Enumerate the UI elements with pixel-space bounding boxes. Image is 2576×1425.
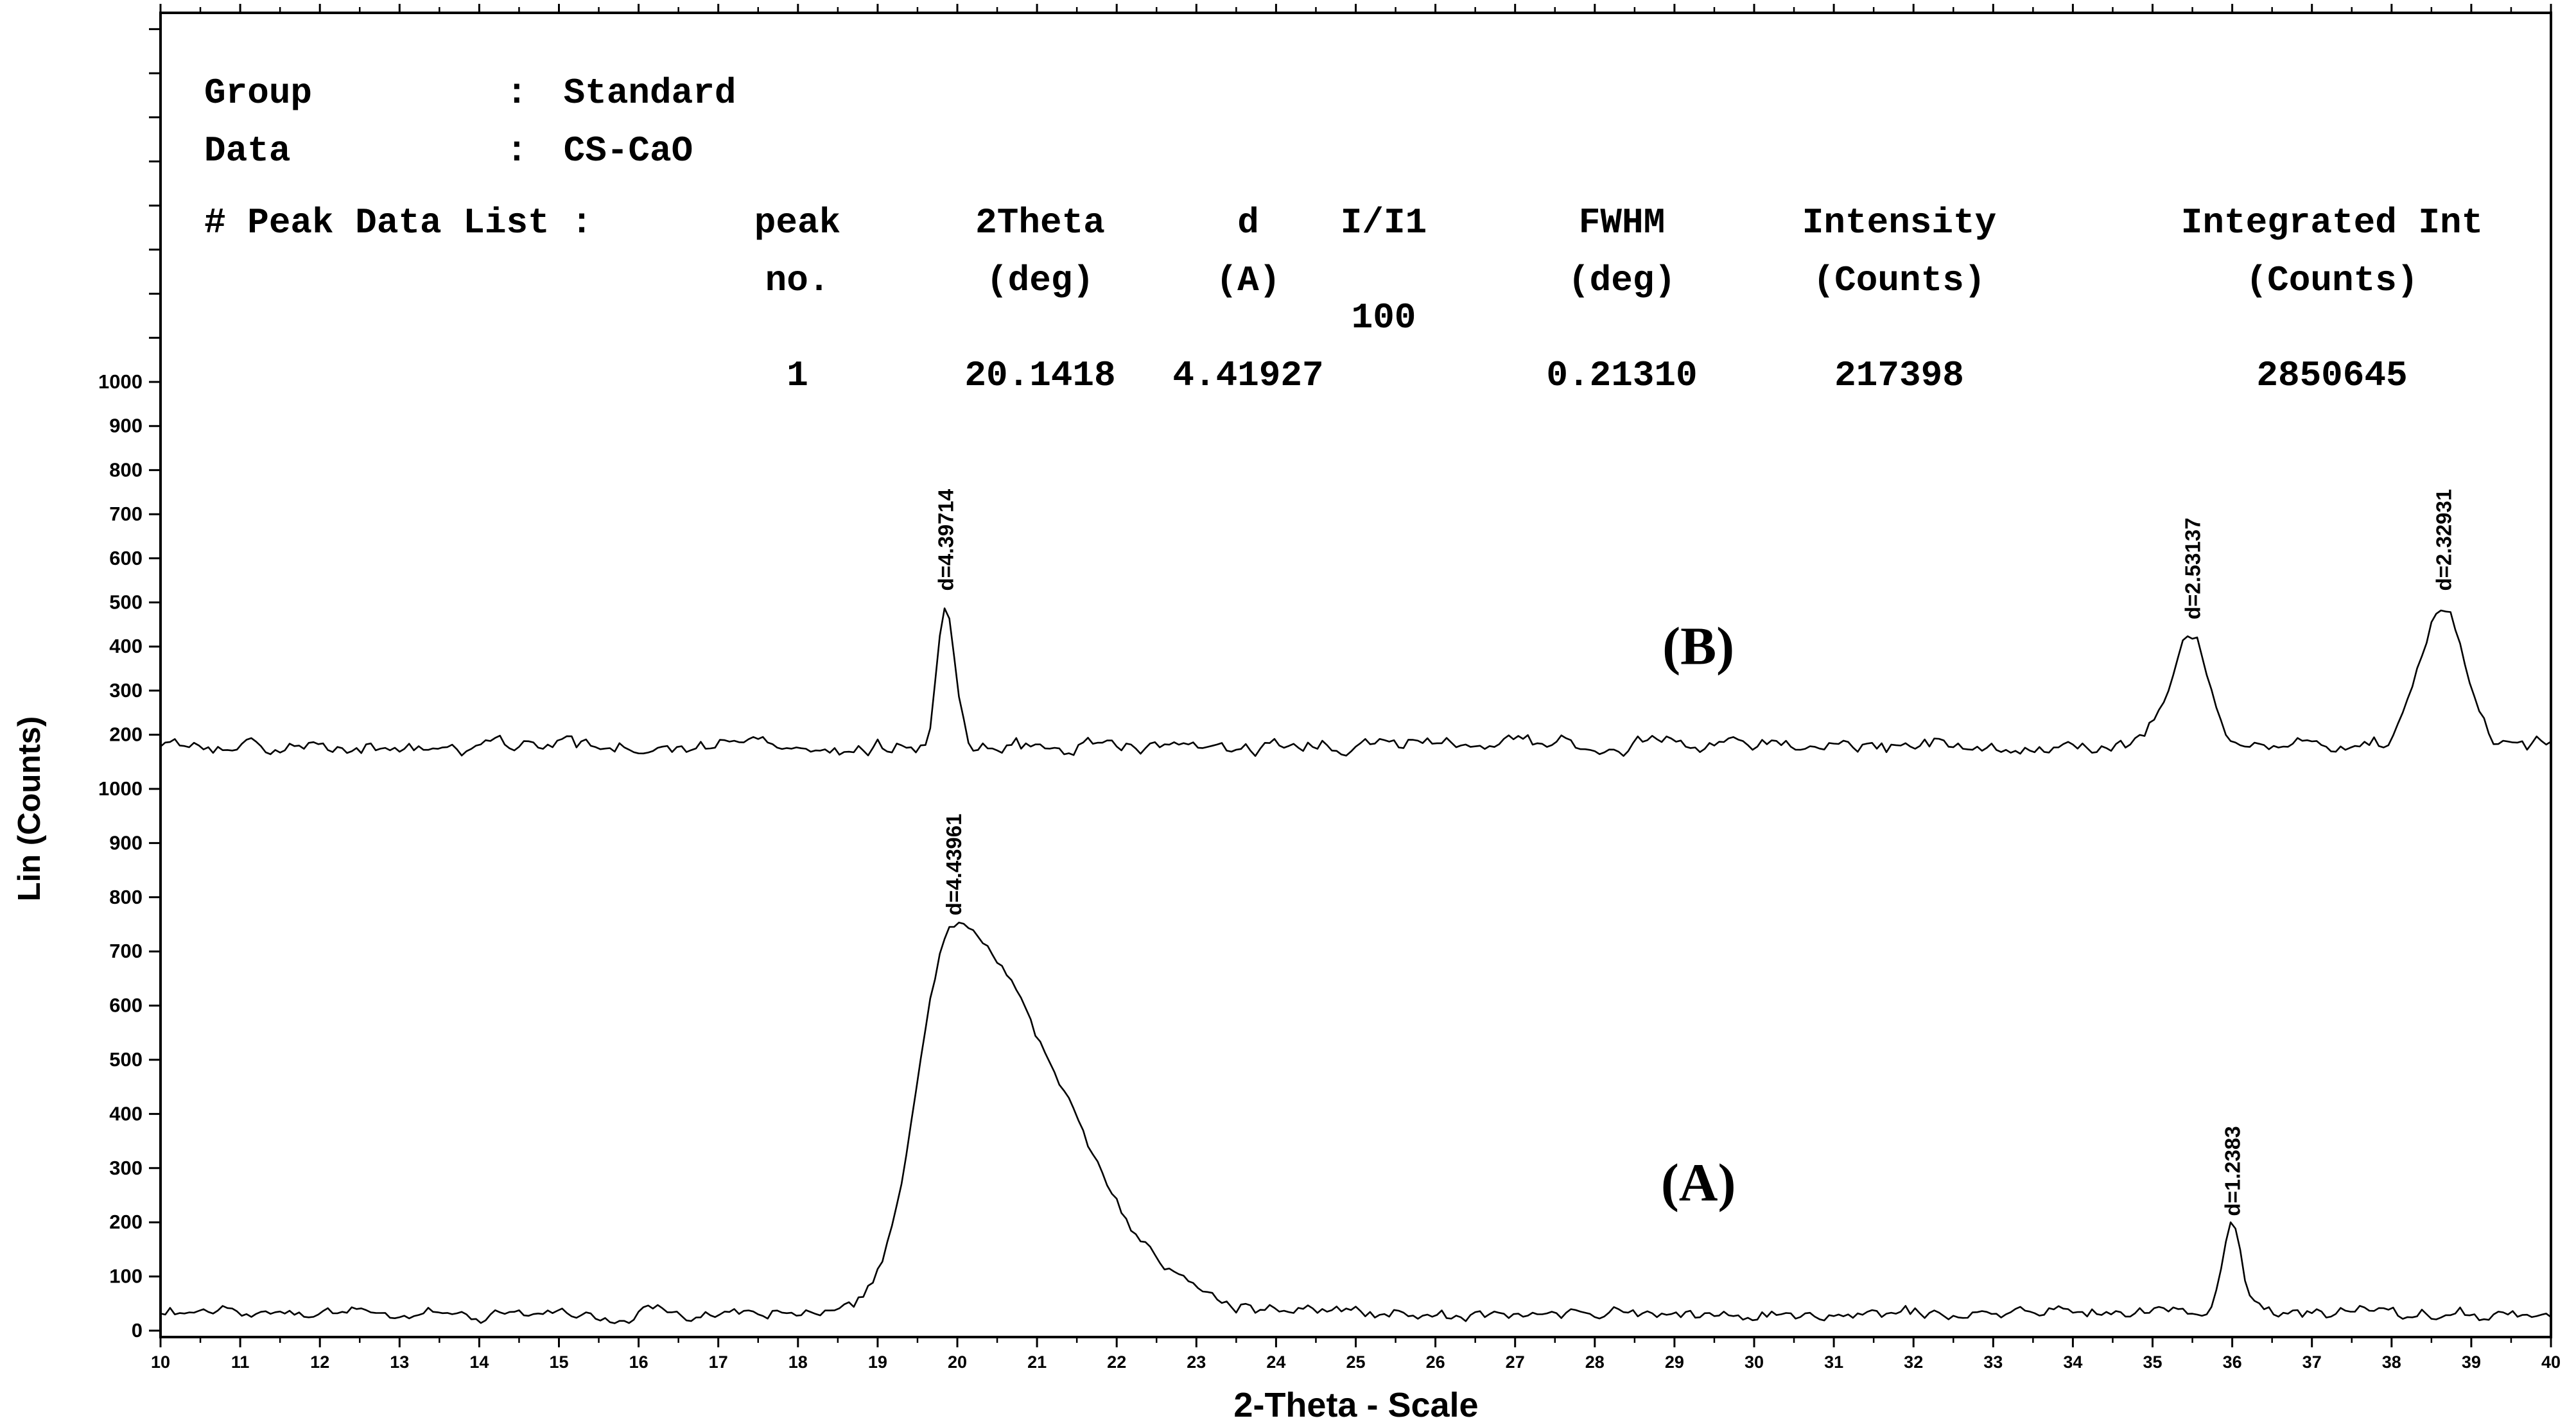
svg-text:(A): (A) [1661, 1153, 1736, 1213]
svg-text:39: 39 [2462, 1352, 2481, 1372]
svg-text:28: 28 [1585, 1352, 1605, 1372]
svg-text:400: 400 [109, 1102, 143, 1125]
svg-text:29: 29 [1665, 1352, 1684, 1372]
svg-text:400: 400 [109, 635, 143, 657]
svg-text:37: 37 [2302, 1352, 2322, 1372]
svg-text:22: 22 [1107, 1352, 1126, 1372]
svg-text:20: 20 [948, 1352, 967, 1372]
svg-text:800: 800 [109, 458, 143, 481]
svg-text:700: 700 [109, 503, 143, 525]
svg-text:16: 16 [629, 1352, 648, 1372]
svg-text:500: 500 [109, 591, 143, 614]
svg-text:26: 26 [1426, 1352, 1445, 1372]
svg-text:d=2.53137: d=2.53137 [2181, 517, 2205, 619]
svg-text:13: 13 [390, 1352, 409, 1372]
svg-text:30: 30 [1745, 1352, 1764, 1372]
svg-text:d=1.2383: d=1.2383 [2221, 1126, 2245, 1216]
svg-text:19: 19 [868, 1352, 887, 1372]
svg-text:200: 200 [109, 723, 143, 746]
svg-text:800: 800 [109, 886, 143, 908]
svg-text:200: 200 [109, 1211, 143, 1233]
svg-text:900: 900 [109, 831, 143, 854]
svg-text:18: 18 [788, 1352, 808, 1372]
svg-text:35: 35 [2143, 1352, 2162, 1372]
svg-text:0: 0 [132, 1319, 143, 1342]
svg-text:15: 15 [549, 1352, 568, 1372]
svg-text:25: 25 [1346, 1352, 1365, 1372]
svg-text:17: 17 [709, 1352, 728, 1372]
svg-text:(B): (B) [1662, 617, 1734, 677]
svg-text:27: 27 [1506, 1352, 1525, 1372]
svg-text:31: 31 [1824, 1352, 1843, 1372]
svg-text:36: 36 [2223, 1352, 2242, 1372]
svg-text:14: 14 [469, 1352, 489, 1372]
svg-text:600: 600 [109, 994, 143, 1017]
svg-text:d=4.39714: d=4.39714 [934, 488, 957, 591]
svg-text:21: 21 [1027, 1352, 1047, 1372]
svg-text:700: 700 [109, 940, 143, 962]
x-axis-title: 2-Theta - Scale [1233, 1386, 1479, 1424]
y-axis-title: Lin (Counts) [12, 716, 47, 902]
svg-text:300: 300 [109, 1157, 143, 1179]
svg-text:11: 11 [231, 1352, 250, 1372]
svg-text:300: 300 [109, 679, 143, 702]
svg-text:600: 600 [109, 547, 143, 569]
svg-text:1000: 1000 [98, 370, 143, 393]
svg-text:24: 24 [1266, 1352, 1285, 1372]
svg-text:d=2.32931: d=2.32931 [2432, 489, 2455, 591]
svg-text:32: 32 [1904, 1352, 1923, 1372]
svg-text:d=4.43961: d=4.43961 [942, 814, 966, 916]
svg-text:23: 23 [1187, 1352, 1206, 1372]
svg-text:12: 12 [310, 1352, 329, 1372]
svg-text:1000: 1000 [98, 777, 143, 800]
svg-text:10: 10 [151, 1352, 170, 1372]
svg-text:34: 34 [2063, 1352, 2082, 1372]
svg-text:38: 38 [2382, 1352, 2401, 1372]
svg-text:100: 100 [109, 1265, 143, 1288]
svg-text:900: 900 [109, 415, 143, 437]
svg-text:40: 40 [2541, 1352, 2561, 1372]
svg-text:33: 33 [1983, 1352, 2003, 1372]
svg-text:500: 500 [109, 1048, 143, 1071]
